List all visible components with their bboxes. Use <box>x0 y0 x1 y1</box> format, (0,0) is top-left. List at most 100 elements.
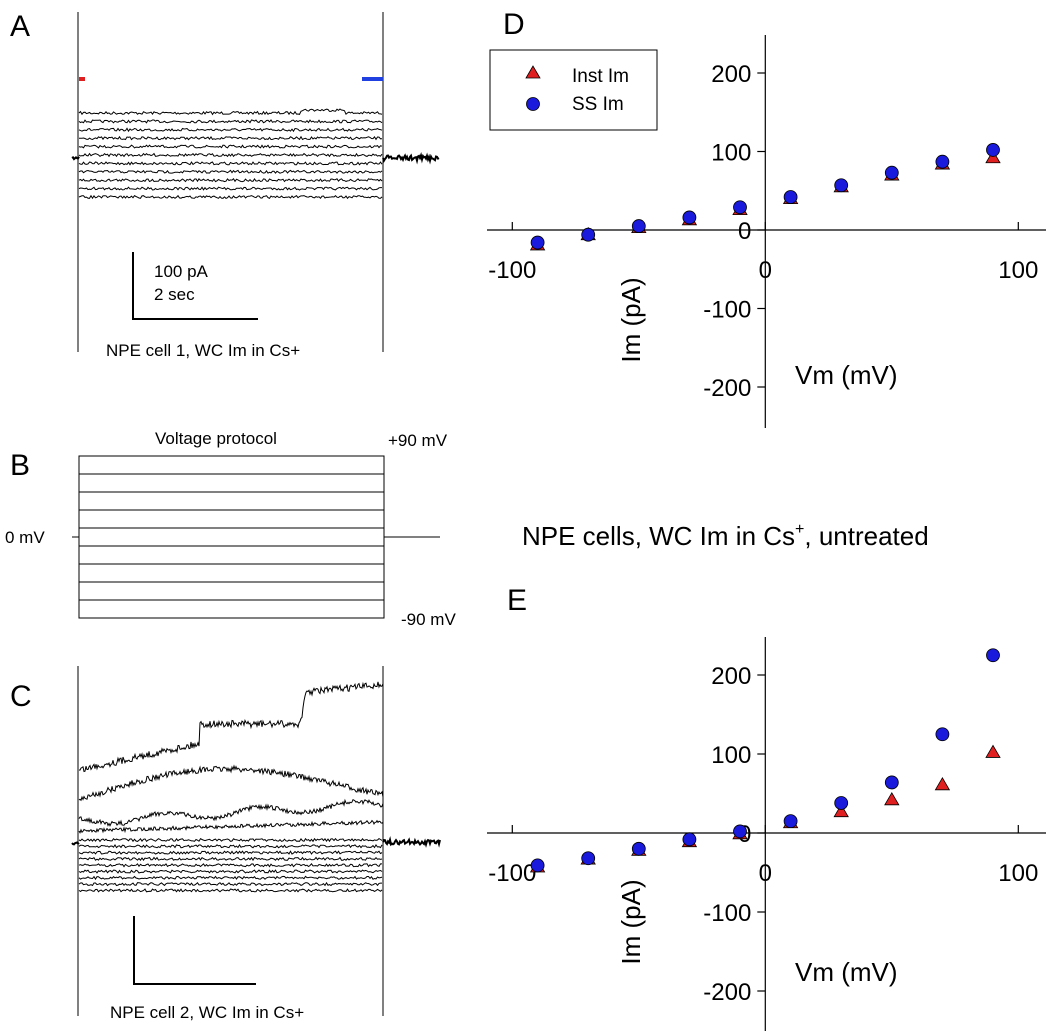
current-trace <box>78 856 383 862</box>
ss-im-point <box>530 858 545 873</box>
ss-im-point <box>581 851 596 866</box>
holding-trace-left <box>71 841 80 846</box>
zero-mv-label: 0 mV <box>5 528 45 547</box>
x-tick-label: 100 <box>998 257 1038 284</box>
y-tick-label: -200 <box>703 979 751 1006</box>
panel-b: Voltage protocol +90 mV -90 mV 0 mV <box>5 429 456 629</box>
ss-im-point <box>884 165 899 180</box>
holding-trace-right <box>382 152 440 165</box>
current-trace <box>78 178 383 183</box>
center-title-sup: + <box>795 521 804 538</box>
voltage-protocol-steps <box>72 455 440 619</box>
panel-letter-b: B <box>10 449 30 482</box>
y-tick-label: -200 <box>703 375 751 402</box>
current-trace <box>79 135 383 141</box>
ss-im-point <box>581 227 596 242</box>
current-trace <box>78 837 383 843</box>
ss-im-point <box>530 235 545 250</box>
legend-inst-marker <box>525 65 541 79</box>
ss-im-point <box>682 832 697 847</box>
ss-im-point <box>733 200 747 215</box>
panel-letter-a: A <box>10 10 30 43</box>
y-axis-label: Im (pA) <box>616 879 646 964</box>
panel-a-traces <box>71 108 440 200</box>
center-title-main: NPE cells, WC Im in Cs <box>522 521 795 551</box>
current-trace <box>78 843 383 849</box>
chart-d: -100 0 100 -200 -100 0 100 200 Vm (mV) Im (pA) <box>487 35 1046 428</box>
x-tick-label: 0 <box>759 257 772 284</box>
y-tick-label: 100 <box>711 742 751 769</box>
x-axis-label: Vm (mV) <box>795 360 898 390</box>
current-trace <box>78 798 384 827</box>
current-trace <box>78 186 382 191</box>
x-tick-label: -100 <box>488 257 536 284</box>
x-tick-label: 100 <box>998 860 1038 887</box>
legend-inst-label: Inst Im <box>572 66 629 87</box>
inst-im-point <box>833 803 849 818</box>
ss-im-point <box>631 841 646 856</box>
x-tick-label: 0 <box>759 860 772 887</box>
ss-im-point <box>834 178 849 193</box>
panel-c-traces <box>71 681 441 893</box>
center-title: NPE cells, WC Im in Cs+, untreated <box>522 521 929 551</box>
ss-im-point <box>834 796 849 810</box>
legend-ss-marker <box>526 97 540 111</box>
ss-im-point <box>631 219 646 233</box>
panel-c-caption: NPE cell 2, WC Im in Cs+ <box>110 1003 304 1022</box>
inst-im-point <box>985 744 1001 758</box>
ss-im-point <box>935 727 950 742</box>
current-trace <box>78 152 383 158</box>
x-axis-label: Vm (mV) <box>795 957 898 987</box>
y-tick-label: -100 <box>703 297 751 324</box>
scale-bar-a <box>132 252 258 320</box>
y-tick-label: 200 <box>711 61 751 88</box>
scale-label-current: 100 pA <box>154 262 209 281</box>
scale-bar-c <box>133 916 256 985</box>
ss-im-point <box>935 154 950 169</box>
center-title-tail: , untreated <box>804 521 928 551</box>
current-trace <box>78 875 383 881</box>
y-tick-label: -100 <box>703 900 751 927</box>
current-trace <box>78 127 383 133</box>
panel-letter-d: D <box>503 8 525 41</box>
legend-box <box>489 49 658 131</box>
minus-90-mv-label: -90 mV <box>401 610 456 629</box>
ss-im-point <box>783 190 798 204</box>
ss-im-point <box>733 824 747 839</box>
current-trace <box>78 862 382 868</box>
legend-ss-label: SS Im <box>572 94 624 115</box>
panel-a-caption: NPE cell 1, WC Im in Cs+ <box>106 341 300 360</box>
current-trace <box>78 869 383 874</box>
scale-label-time: 2 sec <box>154 285 195 304</box>
current-trace <box>78 850 383 855</box>
panel-c: NPE cell 2, WC Im in Cs+ <box>71 666 441 1022</box>
current-trace <box>78 108 383 116</box>
ss-im-point <box>783 814 798 829</box>
current-trace <box>78 194 383 200</box>
panel-a: 100 pA 2 sec NPE cell 1, WC Im in Cs+ <box>71 12 440 360</box>
current-trace <box>78 819 384 834</box>
panel-letter-e: E <box>507 584 527 617</box>
holding-trace-left <box>71 156 80 161</box>
current-trace <box>78 161 383 166</box>
current-trace <box>78 169 383 174</box>
panel-letter-c: C <box>10 680 32 713</box>
current-trace <box>78 888 383 893</box>
ss-im-point <box>986 648 1000 663</box>
current-trace <box>78 764 384 802</box>
ss-im-point <box>682 210 697 225</box>
y-axis-label: Im (pA) <box>616 277 646 362</box>
y-tick-label: 100 <box>711 140 751 167</box>
y-tick-label: 200 <box>711 663 751 690</box>
protocol-frame <box>78 455 385 619</box>
ss-im-point <box>884 775 899 790</box>
holding-trace-right <box>382 835 441 848</box>
current-trace <box>78 881 382 887</box>
current-trace-large <box>78 681 384 773</box>
plus-90-mv-label: +90 mV <box>388 431 448 450</box>
inst-im-point <box>934 777 951 791</box>
inst-im-point <box>884 792 900 806</box>
legend-d: Inst Im SS Im <box>489 49 658 131</box>
